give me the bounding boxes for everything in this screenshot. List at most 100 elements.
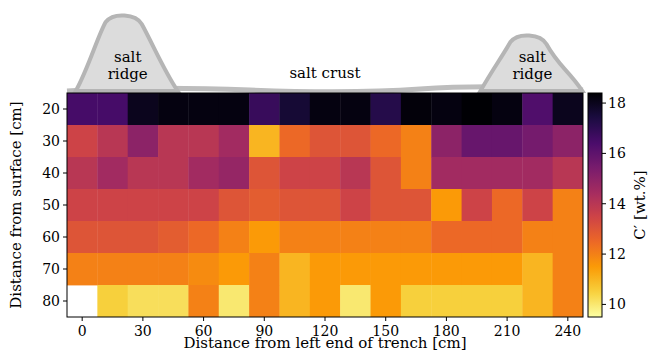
salt-ridge-shape	[480, 35, 582, 91]
cell	[279, 253, 310, 285]
cell	[553, 157, 583, 189]
cell	[67, 157, 98, 189]
annotation: salt crust	[289, 64, 360, 82]
salt-surface	[67, 15, 583, 91]
cell	[188, 157, 219, 189]
cell	[188, 253, 219, 285]
colorbar-tick	[602, 304, 606, 305]
cell	[310, 189, 341, 221]
cell	[310, 157, 341, 189]
x-axis-label: Distance from left end of trench [cm]	[183, 334, 466, 352]
cell	[340, 157, 371, 189]
cell	[158, 253, 189, 285]
cell	[522, 189, 553, 221]
colorbar-tick	[602, 103, 606, 104]
cell	[462, 253, 493, 285]
cell	[371, 285, 402, 317]
x-tick-label: 0	[78, 323, 87, 339]
colorbar	[588, 93, 602, 317]
cell	[310, 285, 341, 317]
y-tick	[63, 141, 67, 142]
y-tick-label: 30	[42, 133, 60, 149]
x-tick	[264, 317, 265, 321]
cell	[340, 285, 371, 317]
y-tick-label: 60	[42, 229, 60, 245]
cell	[553, 93, 583, 125]
annotation-line: ridge	[512, 65, 552, 83]
cell	[249, 125, 280, 157]
annotation: saltridge	[108, 48, 148, 83]
x-tick	[325, 317, 326, 321]
colorbar-tick-label: 14	[608, 196, 626, 212]
cell	[158, 189, 189, 221]
cell	[462, 157, 493, 189]
cell	[67, 125, 98, 157]
annotation-line: salt	[519, 48, 546, 66]
cell	[128, 125, 159, 157]
cell	[492, 253, 523, 285]
annotation-line: salt	[114, 48, 141, 66]
y-tick-label: 80	[42, 293, 60, 309]
cell	[371, 189, 402, 221]
colorbar-label: C′ [wt.%]	[631, 170, 649, 239]
x-tick	[446, 317, 447, 321]
cell	[279, 221, 310, 253]
cell	[279, 189, 310, 221]
cell	[249, 253, 280, 285]
cell	[128, 285, 159, 317]
cell	[188, 93, 219, 125]
colorbar-tick-label: 12	[608, 246, 626, 262]
cell	[97, 253, 128, 285]
cell	[279, 157, 310, 189]
cell	[219, 93, 250, 125]
cell	[158, 221, 189, 253]
cell	[401, 157, 432, 189]
annotation-line: ridge	[108, 65, 148, 83]
cell	[219, 253, 250, 285]
cell	[158, 285, 189, 317]
cell	[340, 221, 371, 253]
cell	[279, 125, 310, 157]
cell	[219, 221, 250, 253]
cell	[401, 285, 432, 317]
cell	[431, 253, 462, 285]
cell	[279, 285, 310, 317]
cell	[371, 253, 402, 285]
cell	[219, 189, 250, 221]
cell	[492, 93, 523, 125]
cell	[462, 125, 493, 157]
y-tick	[63, 301, 67, 302]
colorbar-tick	[602, 203, 606, 204]
cell	[340, 125, 371, 157]
cell	[249, 285, 280, 317]
cell	[492, 125, 523, 157]
cell	[249, 189, 280, 221]
cell	[219, 125, 250, 157]
cell	[522, 221, 553, 253]
cell	[128, 157, 159, 189]
cell	[97, 189, 128, 221]
cell	[67, 189, 98, 221]
y-tick-label: 50	[42, 197, 60, 213]
cell	[219, 285, 250, 317]
cell	[431, 285, 462, 317]
x-tick	[142, 317, 143, 321]
cell	[553, 221, 583, 253]
cell	[128, 93, 159, 125]
x-tick	[203, 317, 204, 321]
y-tick	[63, 109, 67, 110]
cell	[553, 285, 583, 317]
y-tick-label: 20	[42, 101, 60, 117]
colorbar-tick-label: 10	[608, 296, 626, 312]
colorbar-tick-label: 16	[608, 145, 626, 161]
colorbar-tick	[602, 254, 606, 255]
cell	[158, 157, 189, 189]
cell	[401, 221, 432, 253]
y-tick	[63, 173, 67, 174]
cell	[340, 253, 371, 285]
y-tick	[63, 269, 67, 270]
cell	[128, 189, 159, 221]
cell	[340, 93, 371, 125]
cell	[431, 157, 462, 189]
cell	[553, 189, 583, 221]
